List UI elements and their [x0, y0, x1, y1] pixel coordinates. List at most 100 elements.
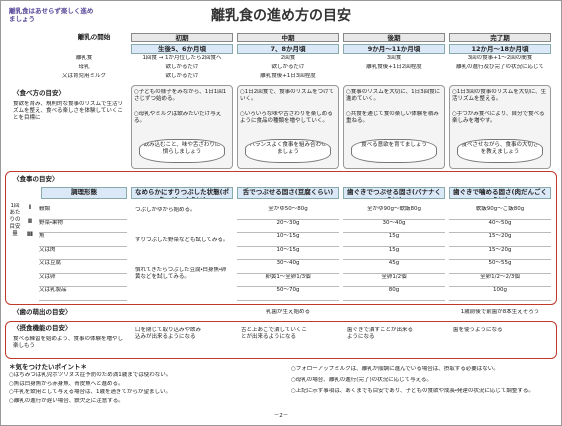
meals: 3回の食事+1～2回の間食: [467, 55, 533, 61]
eating-item: ○手づかみ食べにより、自分で食べる楽しみを増やす。: [452, 111, 545, 124]
point: ○母乳の場合、離乳の進行(完了)の状況に応じて与える。: [291, 377, 432, 383]
milk: 欲しがるだけ: [165, 73, 199, 79]
teeth: 1歳前後で前歯が8本生えそろう: [460, 309, 540, 315]
eating-note: 食欲を育み、規則的な食事のリズムで生活リズムを整え、食べる楽しさを体験していくこ…: [13, 101, 123, 121]
bubble: バランスよく食事を組み合わせましょう: [245, 139, 331, 163]
form: 歯ぐきで噛める固さ(肉だんごくらい): [449, 187, 551, 199]
point: ○離乳の進行が遅い場合、鉄欠乏に注意する。: [9, 397, 124, 404]
intro-label: 母乳: [78, 64, 90, 70]
group-item: 魚: [39, 233, 127, 247]
meals: 3回食: [386, 55, 402, 61]
group-num: Ⅰ: [28, 203, 32, 211]
group-item: 又は乳製品: [39, 287, 127, 301]
group-num: Ⅲ: [26, 230, 34, 238]
group-item: 又は卵: [39, 274, 127, 287]
point: ○上記に示す事項は、あくまでも目安であり、子どもの食欲や成長・発達の状況に応じて…: [291, 388, 534, 394]
age: 12か月～18か月頃: [449, 44, 551, 54]
eating-item: ○母乳やミルクは飲みたいだけ与える。: [134, 111, 222, 124]
function: 口を閉じて取り込みや飲み込みが出来るようになる: [135, 327, 201, 340]
age: 生後5、6か月頃: [131, 44, 233, 54]
age: 7、8か月頃: [237, 44, 339, 54]
amount-label: 1回あたりの目安量: [9, 203, 21, 237]
bubble: 食べさせながら、食事の大切さを教えましょう: [457, 139, 543, 163]
meal-title: 〈食事の目安〉: [13, 175, 59, 183]
stage: 完了期: [449, 33, 551, 42]
meals: 1回食 → 1か月位したら2回食へ: [142, 55, 222, 61]
amount: 30～40g: [343, 220, 445, 233]
meals: 2回食: [280, 55, 296, 61]
amount: 軟飯90g～ご飯80g: [449, 206, 551, 220]
amount: 卵黄1～全卵1/3個: [237, 274, 339, 287]
milk: 欲しがるだけ: [165, 64, 199, 70]
amount: 10～15g: [237, 247, 339, 260]
form-label: 調理形態: [41, 187, 127, 199]
group-item: 野菜・果物: [39, 220, 127, 233]
amount: 全卵1/2個: [343, 274, 445, 287]
bubble: 食べる意欲を育てましょう: [351, 139, 437, 163]
amount: 15～20g: [449, 233, 551, 247]
eating-item: ○1日3回の食事のリズムを大切に、生活リズムを整える。: [452, 89, 547, 102]
amount-note: 慣れてきたらつぶした豆腐・白身魚・卵黄などを試してみる。: [135, 267, 227, 280]
function-note: 食べる練習を始めよう、食事の体験を増やし楽しもう: [13, 336, 123, 349]
eating-item: ○いろいろな味や舌ざわりを楽しめるように食品の種類を増やしていく。: [240, 111, 333, 124]
amount: 全卵1/2～2/3個: [449, 274, 551, 287]
form: なめらかにすりつぶした状態(ポタージュくらい): [131, 187, 233, 199]
amount: 45g: [343, 260, 445, 274]
function: 歯を使うようになる: [453, 327, 503, 333]
points-title: ＊気をつけたいポイント＊: [9, 363, 87, 371]
milk: 離乳の進行及び完了の状況に応じて: [455, 64, 544, 70]
amount: 50～55g: [449, 260, 551, 274]
stage: 中期: [237, 33, 339, 42]
form: 歯ぐきでつぶせる固さ(バナナくらい): [343, 187, 445, 199]
stage: 後期: [343, 33, 445, 42]
intro-label: 離乳食: [75, 55, 93, 61]
form: 舌でつぶせる固さ(豆腐くらい): [237, 187, 339, 199]
amount: 80g: [343, 287, 445, 301]
eating-item: ○共食を通じて食の楽しい体験を積み重ねる。: [346, 111, 439, 124]
motto: 離乳食はあせらず楽しく進めましょう: [9, 7, 94, 24]
age: 9か月～11か月頃: [343, 44, 445, 54]
group-num: Ⅱ: [27, 216, 33, 225]
amount: 100g: [449, 287, 551, 301]
amount: 15g: [343, 247, 445, 260]
eating-item: ○食事のリズムを大切に、1日3回食に進めていく。: [346, 89, 441, 102]
function-frame: [5, 321, 557, 359]
point: ○フォローアップミルクは、離乳が順調に進んでいる場合は、摂取する必要はない。: [291, 366, 499, 372]
milk: 欲しがるだけ: [271, 64, 305, 70]
teeth-title: 〈歯の萌出の目安〉: [13, 308, 72, 316]
page-number: －2－: [273, 413, 289, 419]
function-title: 〈摂食機能の目安〉: [13, 324, 72, 332]
title: 離乳食の進め方の目安: [211, 8, 351, 24]
amount: 30～40g: [237, 260, 339, 274]
group-item: 又は豆腐: [39, 260, 127, 274]
teeth: 乳歯が生え始める: [265, 309, 310, 315]
stage-start: 離乳の開始: [77, 33, 111, 41]
amount: 40～50g: [449, 220, 551, 233]
milk: 離乳食後+1日2回程度: [366, 64, 422, 70]
eating-item: ○1日2回食で、食事のリズムをつけていく。: [240, 89, 335, 102]
amount: 全がゆ90g～軟飯80g: [343, 206, 445, 220]
function: 舌と上あごで潰していくことが出来るようになる: [241, 327, 307, 340]
amount: 10～15g: [237, 233, 339, 247]
point: ○魚は白身魚から赤身魚、青皮魚へと進める。: [9, 380, 124, 387]
milk: 離乳食後+1日3回程度: [260, 73, 316, 79]
group-item: 穀類: [39, 206, 127, 220]
group-item: 又は肉: [39, 247, 127, 260]
amount: 50～70g: [237, 287, 339, 301]
function: 歯ぐきで潰すことが出来るようになる: [347, 327, 413, 340]
meal-frame: [5, 171, 557, 305]
eating-item: ○子どもの様子をみながら、1日1回1さじずつ始める。: [134, 89, 227, 102]
point: ○牛乳を飲用として与える場合は、1歳を過ぎてからが望ましい。: [9, 389, 171, 395]
amount: 15g: [343, 233, 445, 247]
amount: 20～30g: [237, 220, 339, 233]
amount: 15～20g: [449, 247, 551, 260]
point: ○はちみつは乳児ボツリヌス症予防のため満1歳までは使わない。: [9, 372, 172, 378]
amount-note: すりつぶした野菜なども試してみる。: [135, 237, 229, 243]
intro-label: 又は育児用ミルク: [61, 73, 106, 79]
bubble: 飲み込むこと、味や舌ざわりに慣らしましょう: [139, 139, 225, 163]
eating-title: 〈食べ方の目安〉: [13, 89, 65, 97]
stage: 初期: [131, 33, 233, 42]
amount: 全がゆ50～80g: [237, 206, 339, 220]
amount-note: つぶしがゆから始める。: [135, 207, 196, 213]
